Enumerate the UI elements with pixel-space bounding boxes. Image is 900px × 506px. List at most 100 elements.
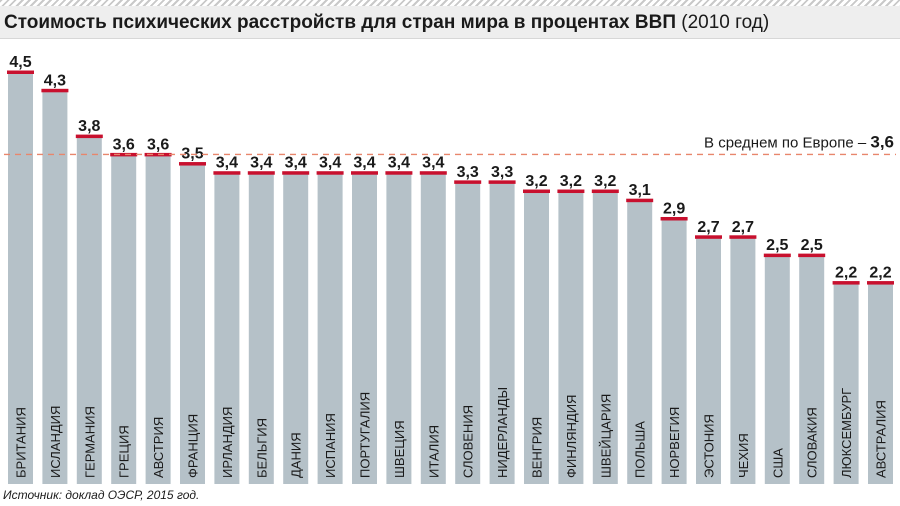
bar-cap — [729, 235, 757, 239]
average-reference: В среднем по Европе – 3,6 — [4, 132, 896, 156]
bar — [730, 236, 756, 484]
bar — [489, 181, 515, 484]
bar-value-label: 4,5 — [9, 54, 31, 71]
bar-cap — [41, 88, 69, 93]
bar — [833, 282, 859, 484]
bar — [455, 181, 481, 484]
bar-value-label: 3,8 — [78, 118, 100, 135]
bar-value-label: 3,4 — [216, 155, 238, 172]
category-label: БЕЛЬГИЯ — [254, 418, 269, 478]
bar — [558, 191, 584, 484]
bar — [317, 172, 343, 484]
bar-value-label: 3,2 — [594, 173, 616, 190]
category-label: ФИНЛЯНДИЯ — [564, 395, 579, 478]
bar-cap — [763, 253, 791, 258]
bar-cap — [660, 216, 688, 221]
bar-value-label: 3,4 — [285, 155, 307, 172]
bar-value-label: 3,1 — [629, 182, 651, 199]
category-label: ЭСТОНИЯ — [702, 414, 717, 478]
average-label: В среднем по Европе – 3,6 — [704, 132, 894, 151]
bar-value-label: 2,2 — [869, 265, 891, 282]
bar-cap — [282, 171, 310, 175]
bar-cap — [247, 171, 275, 175]
bar-value-label: 3,3 — [491, 164, 513, 181]
bar-cap — [591, 189, 619, 194]
bar-value-label: 3,4 — [353, 155, 375, 172]
bar-cap — [488, 180, 516, 184]
bar-value-label: 2,5 — [766, 237, 788, 254]
bar-cap — [832, 281, 860, 285]
bar — [180, 163, 205, 484]
bar — [696, 236, 721, 484]
bar-cap — [351, 171, 378, 175]
category-label: ШВЕЦИЯ — [392, 420, 407, 478]
bar-value-label: 3,6 — [147, 136, 169, 153]
bar-cap — [316, 171, 344, 175]
category-label: СЛОВЕНИЯ — [461, 405, 476, 478]
category-label: СЛОВАКИЯ — [805, 407, 820, 478]
bar-cap — [110, 152, 138, 157]
category-label: ЧЕХИЯ — [736, 433, 751, 478]
chart-title-main: Стоимость психических расстройств для ст… — [4, 12, 676, 33]
category-label: ЛЮКСЕМБУРГ — [839, 388, 854, 478]
source-note: Источник: доклад ОЭСР, 2015 год. — [3, 488, 200, 502]
bar — [42, 90, 68, 484]
bar — [799, 255, 825, 484]
category-label: ПОЛЬША — [633, 421, 648, 478]
bar — [145, 154, 171, 484]
category-label: ИТАЛИЯ — [426, 425, 441, 478]
bar-value-label: 3,2 — [525, 173, 547, 190]
bar-cap — [213, 171, 241, 175]
bar-value-label: 3,4 — [319, 155, 341, 172]
chart-title-year: (2010 год) — [681, 12, 770, 33]
category-label: БРИТАНИЯ — [14, 407, 29, 478]
bar-value-label: 2,7 — [697, 219, 719, 236]
bar — [627, 200, 653, 484]
top-hatch-decoration — [0, 0, 900, 6]
bar — [592, 191, 618, 484]
category-label: ИСЛАНДИЯ — [48, 406, 63, 478]
category-label: ГЕРМАНИЯ — [82, 406, 97, 478]
bar-cap — [695, 235, 722, 239]
category-label: ИСПАНИЯ — [323, 413, 338, 478]
category-label: НОРВЕГИЯ — [667, 407, 682, 478]
bar-cap — [75, 134, 103, 139]
bar-cap — [454, 180, 482, 184]
category-label: ДАНИЯ — [289, 432, 304, 478]
average-label-text: В среднем по Европе – — [704, 134, 867, 151]
category-label: ШВЕЙЦАРИЯ — [598, 394, 613, 478]
bar-value-label: 3,3 — [457, 164, 479, 181]
bar-value-label: 3,6 — [113, 136, 135, 153]
bar-cap — [523, 189, 550, 194]
category-label: ФРАНЦИЯ — [186, 414, 201, 478]
bar-cap — [626, 198, 654, 203]
bars-layer: 4,5 БРИТАНИЯ 4,3 ИСЛАНДИЯ 3,8 ГЕРМАНИЯ 3,6 ГРЕЦ… — [7, 54, 894, 484]
bar-value-label: 2,5 — [801, 237, 823, 254]
title-bar — [0, 6, 900, 39]
bar-value-label: 2,7 — [732, 219, 754, 236]
bar — [352, 172, 377, 484]
bar-value-label: 4,3 — [44, 72, 66, 89]
bar — [214, 172, 240, 484]
bar-cap — [798, 253, 826, 258]
bar-cap — [385, 171, 413, 175]
bar-cap — [7, 70, 34, 74]
chart-title: Стоимость психических расстройств для ст… — [4, 11, 769, 35]
bar-cap — [867, 281, 894, 285]
bar-value-label: 2,2 — [835, 265, 857, 282]
bar-value-label: 3,2 — [560, 173, 582, 190]
bar-value-label: 3,4 — [422, 155, 444, 172]
bar — [111, 154, 137, 484]
bar — [248, 172, 274, 484]
category-label: США — [770, 448, 785, 478]
bar-value-label: 3,4 — [388, 155, 410, 172]
bar — [661, 218, 687, 484]
bar-chart: 4,5 БРИТАНИЯ 4,3 ИСЛАНДИЯ 3,8 ГЕРМАНИЯ 3,6 ГРЕЦ… — [4, 54, 896, 484]
bar — [76, 136, 102, 484]
bar — [8, 72, 33, 484]
bar-cap — [179, 162, 206, 166]
bar — [283, 172, 309, 484]
category-label: ПОРТУГАЛИЯ — [358, 392, 373, 478]
category-label: АВСТРИЯ — [151, 417, 166, 478]
bar — [386, 172, 412, 484]
